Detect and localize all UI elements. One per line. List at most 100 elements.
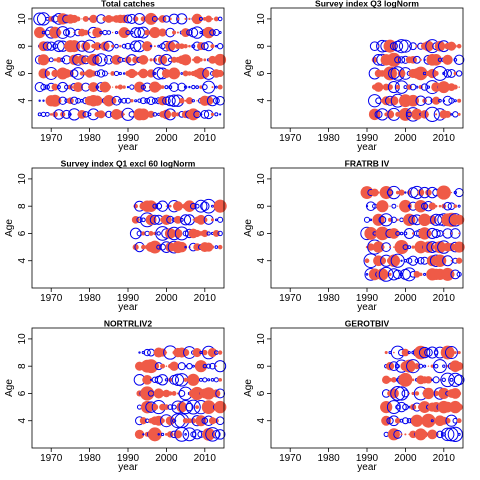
residual-bubble xyxy=(180,214,192,226)
residual-bubble xyxy=(207,347,218,358)
residual-bubble xyxy=(92,27,103,38)
residual-bubble xyxy=(149,58,153,62)
residual-bubble xyxy=(122,85,126,89)
residual-bubble xyxy=(112,86,114,88)
residual-bubble xyxy=(42,41,52,51)
residual-bubble xyxy=(44,84,50,90)
residual-bubble xyxy=(88,31,91,34)
residual-bubble xyxy=(426,85,431,89)
residual-bubble xyxy=(457,432,461,436)
residual-bubble xyxy=(213,199,227,213)
x-tick-label: 2010 xyxy=(194,133,217,144)
residual-bubble xyxy=(189,202,197,210)
residual-bubble xyxy=(450,228,461,239)
residual-bubble xyxy=(164,85,169,90)
residual-bubble xyxy=(145,200,157,213)
residual-bubble xyxy=(200,68,210,79)
residual-bubble xyxy=(440,345,455,360)
residual-bubble xyxy=(388,272,392,276)
residual-bubble xyxy=(425,230,432,237)
residual-bubble xyxy=(75,16,81,22)
y-tick-label: 10 xyxy=(256,173,267,185)
residual-bubble xyxy=(141,217,146,223)
residual-bubble xyxy=(191,84,196,90)
residual-bubble xyxy=(417,189,425,197)
residual-bubble xyxy=(419,58,422,61)
residual-bubble xyxy=(383,66,397,81)
x-tick-label: 2000 xyxy=(394,133,417,144)
x-tick-label: 2000 xyxy=(155,453,178,464)
residual-bubble xyxy=(151,403,159,411)
residual-bubble xyxy=(193,56,201,64)
residual-bubble xyxy=(433,70,439,76)
residual-bubble xyxy=(130,99,134,103)
residual-bubble xyxy=(440,427,455,442)
y-tick-label: 6 xyxy=(17,390,28,396)
residual-bubble xyxy=(394,386,409,401)
residual-bubble xyxy=(53,58,57,62)
residual-bubble xyxy=(168,67,181,80)
residual-bubble xyxy=(171,373,185,386)
residual-bubble xyxy=(398,372,413,387)
residual-bubble xyxy=(173,228,183,238)
residual-bubble xyxy=(183,43,188,49)
y-tick-label: 4 xyxy=(17,98,28,104)
residual-bubble xyxy=(139,417,147,425)
y-tick-label: 4 xyxy=(17,258,28,264)
residual-bubble xyxy=(168,204,172,208)
residual-bubble xyxy=(206,95,219,107)
residual-bubble xyxy=(411,378,415,382)
residual-bubble xyxy=(209,29,216,36)
residual-bubble xyxy=(178,400,193,415)
residual-bubble xyxy=(184,245,187,249)
residual-bubble xyxy=(177,82,187,92)
residual-bubble xyxy=(142,41,153,52)
residual-bubble xyxy=(214,112,219,117)
residual-bubble xyxy=(442,95,453,106)
residual-bubble xyxy=(48,57,54,63)
residual-bubble xyxy=(394,56,402,64)
residual-bubble xyxy=(129,84,135,90)
panel-title: Total catches xyxy=(101,0,155,9)
x-tick-label: 2000 xyxy=(155,293,178,304)
residual-bubble xyxy=(450,191,453,194)
residual-bubble xyxy=(384,351,388,355)
residual-bubble xyxy=(217,16,223,22)
residual-bubble xyxy=(391,203,397,209)
residual-bubble xyxy=(387,254,401,267)
residual-bubble xyxy=(147,110,155,118)
residual-bubble xyxy=(391,377,397,383)
residual-bubble xyxy=(448,372,463,387)
x-tick-label: 1970 xyxy=(279,293,302,304)
x-tick-label: 1980 xyxy=(317,293,340,304)
residual-bubble xyxy=(453,351,457,354)
residual-bubble xyxy=(427,429,438,440)
residual-bubble xyxy=(179,54,192,66)
residual-bubble xyxy=(101,70,108,77)
residual-bubble xyxy=(398,189,405,196)
residual-bubble xyxy=(413,363,420,370)
residual-bubble xyxy=(410,414,424,427)
residual-bubble xyxy=(210,44,215,49)
residual-bubble xyxy=(219,113,222,116)
residual-bubble xyxy=(212,230,220,237)
residual-bubble xyxy=(424,106,440,122)
residual-bubble xyxy=(370,188,379,197)
plot-frame xyxy=(270,7,464,129)
residual-bubble xyxy=(407,245,412,249)
x-tick-label: 1970 xyxy=(40,133,63,144)
y-tick-label: 4 xyxy=(256,418,267,424)
residual-bubble xyxy=(388,350,392,355)
residual-bubble xyxy=(420,110,429,119)
residual-bubble xyxy=(404,433,407,436)
residual-bubble xyxy=(140,400,154,414)
residual-bubble xyxy=(192,348,202,358)
residual-bubble xyxy=(205,15,213,23)
residual-bubble xyxy=(106,30,112,35)
residual-bubble xyxy=(121,43,127,49)
x-tick-label: 1990 xyxy=(117,133,140,144)
x-axis-label: year xyxy=(357,462,377,473)
residual-bubble xyxy=(202,349,208,356)
residual-bubble xyxy=(164,40,176,52)
residual-bubble xyxy=(455,70,463,77)
